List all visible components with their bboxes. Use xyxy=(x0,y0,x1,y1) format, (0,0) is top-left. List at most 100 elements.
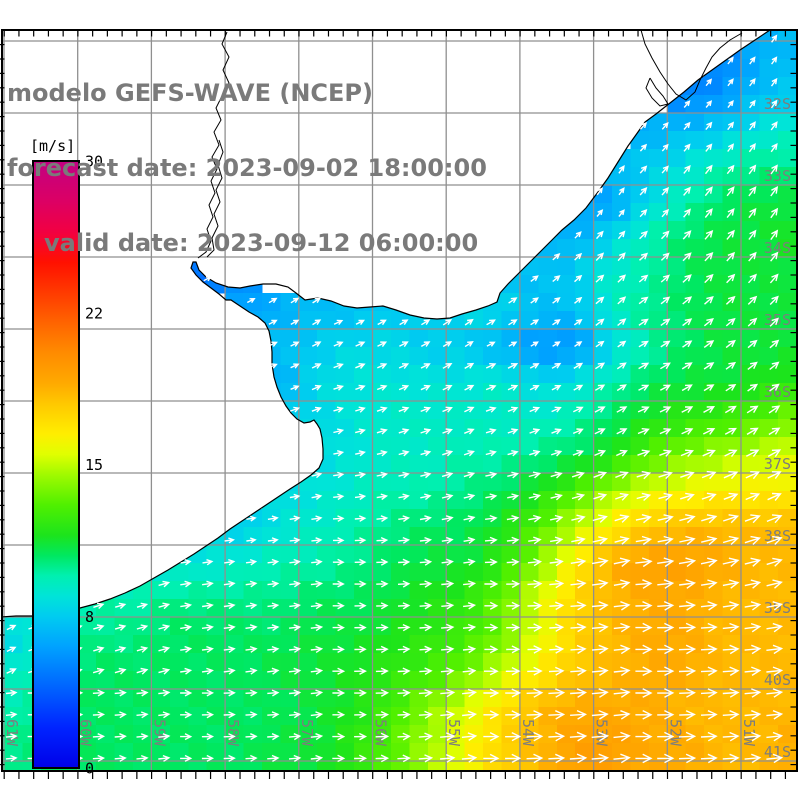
direction-arrow xyxy=(397,754,411,763)
direction-arrow xyxy=(246,297,256,304)
direction-arrow xyxy=(679,710,696,720)
direction-arrow xyxy=(376,493,389,501)
direction-arrow xyxy=(376,406,388,413)
direction-arrow xyxy=(290,363,300,369)
direction-arrow xyxy=(375,645,389,654)
direction-arrow xyxy=(505,731,522,742)
direction-arrow xyxy=(440,710,456,720)
direction-arrow xyxy=(180,711,193,719)
direction-arrow xyxy=(747,273,757,284)
direction-arrow xyxy=(701,535,718,546)
direction-arrow xyxy=(635,557,653,568)
direction-arrow xyxy=(332,732,346,741)
direction-arrow xyxy=(419,580,433,588)
direction-arrow xyxy=(508,319,518,326)
direction-arrow xyxy=(114,711,127,719)
direction-arrow xyxy=(442,384,453,391)
direction-arrow xyxy=(310,624,324,632)
direction-arrow xyxy=(657,666,675,677)
direction-arrow xyxy=(224,537,235,544)
direction-arrow xyxy=(571,514,586,523)
direction-arrow xyxy=(678,557,697,568)
direction-arrow xyxy=(484,579,499,589)
direction-arrow xyxy=(570,644,587,655)
direction-arrow xyxy=(505,710,522,720)
direction-arrow xyxy=(289,558,301,566)
direction-arrow xyxy=(660,340,671,348)
direction-arrow xyxy=(354,515,367,522)
direction-arrow xyxy=(505,688,522,698)
direction-arrow xyxy=(683,121,691,130)
direction-arrow xyxy=(441,471,454,479)
direction-arrow xyxy=(594,428,606,435)
direction-arrow xyxy=(727,99,734,109)
direction-arrow xyxy=(770,185,779,197)
direction-arrow xyxy=(419,667,433,676)
direction-arrow xyxy=(355,428,366,435)
direction-arrow xyxy=(398,558,411,566)
direction-arrow xyxy=(377,363,388,369)
direction-arrow xyxy=(682,318,693,327)
direction-arrow xyxy=(683,143,691,152)
direction-arrow xyxy=(267,754,280,762)
direction-arrow xyxy=(657,579,675,589)
direction-arrow xyxy=(635,579,653,589)
direction-arrow xyxy=(203,276,213,282)
direction-arrow xyxy=(552,341,561,347)
direction-arrow xyxy=(397,667,411,675)
direction-arrow xyxy=(727,143,735,152)
direction-arrow xyxy=(526,710,544,720)
direction-arrow xyxy=(636,492,652,502)
direction-arrow xyxy=(767,471,782,480)
land-area xyxy=(3,31,769,617)
direction-arrow xyxy=(744,688,762,698)
direction-arrow xyxy=(635,688,653,698)
direction-arrow xyxy=(267,711,280,719)
direction-arrow xyxy=(766,731,784,742)
direction-arrow xyxy=(703,406,716,414)
direction-arrow xyxy=(506,623,521,632)
direction-arrow xyxy=(659,449,673,457)
colorbar-tick-label: 15 xyxy=(85,456,103,474)
direction-arrow xyxy=(769,383,780,392)
direction-arrow xyxy=(679,514,696,524)
direction-arrow xyxy=(613,644,631,655)
direction-arrow xyxy=(548,666,565,676)
longitude-label: 60W xyxy=(77,719,95,747)
direction-arrow xyxy=(661,121,669,130)
direction-arrow xyxy=(333,537,345,544)
direction-arrow xyxy=(507,471,519,479)
direction-arrow xyxy=(420,363,431,369)
direction-arrow xyxy=(419,536,433,544)
direction-arrow xyxy=(595,230,604,240)
direction-arrow xyxy=(704,186,713,197)
direction-arrow xyxy=(506,558,520,566)
direction-arrow xyxy=(375,623,389,632)
direction-arrow xyxy=(700,688,718,698)
direction-arrow xyxy=(136,646,149,653)
direction-arrow xyxy=(332,667,346,675)
direction-arrow xyxy=(289,537,301,544)
direction-arrow xyxy=(527,623,543,632)
direction-arrow xyxy=(766,514,783,524)
colorbar-tick-label: 22 xyxy=(85,304,103,322)
direction-arrow xyxy=(441,602,455,610)
direction-arrow xyxy=(661,165,669,174)
direction-arrow xyxy=(332,711,346,719)
direction-arrow xyxy=(310,667,324,675)
direction-arrow xyxy=(201,667,214,675)
direction-arrow xyxy=(549,623,565,632)
direction-arrow xyxy=(726,186,735,197)
direction-arrow xyxy=(613,710,631,720)
direction-arrow xyxy=(723,492,739,502)
direction-arrow xyxy=(550,471,563,479)
direction-arrow xyxy=(355,450,366,457)
graticule-layer xyxy=(2,30,797,771)
direction-arrow xyxy=(613,601,631,611)
direction-arrow xyxy=(158,580,171,588)
direction-arrow xyxy=(530,319,540,326)
direction-arrow xyxy=(594,406,606,413)
direction-arrow xyxy=(506,536,520,545)
direction-arrow xyxy=(201,711,215,719)
